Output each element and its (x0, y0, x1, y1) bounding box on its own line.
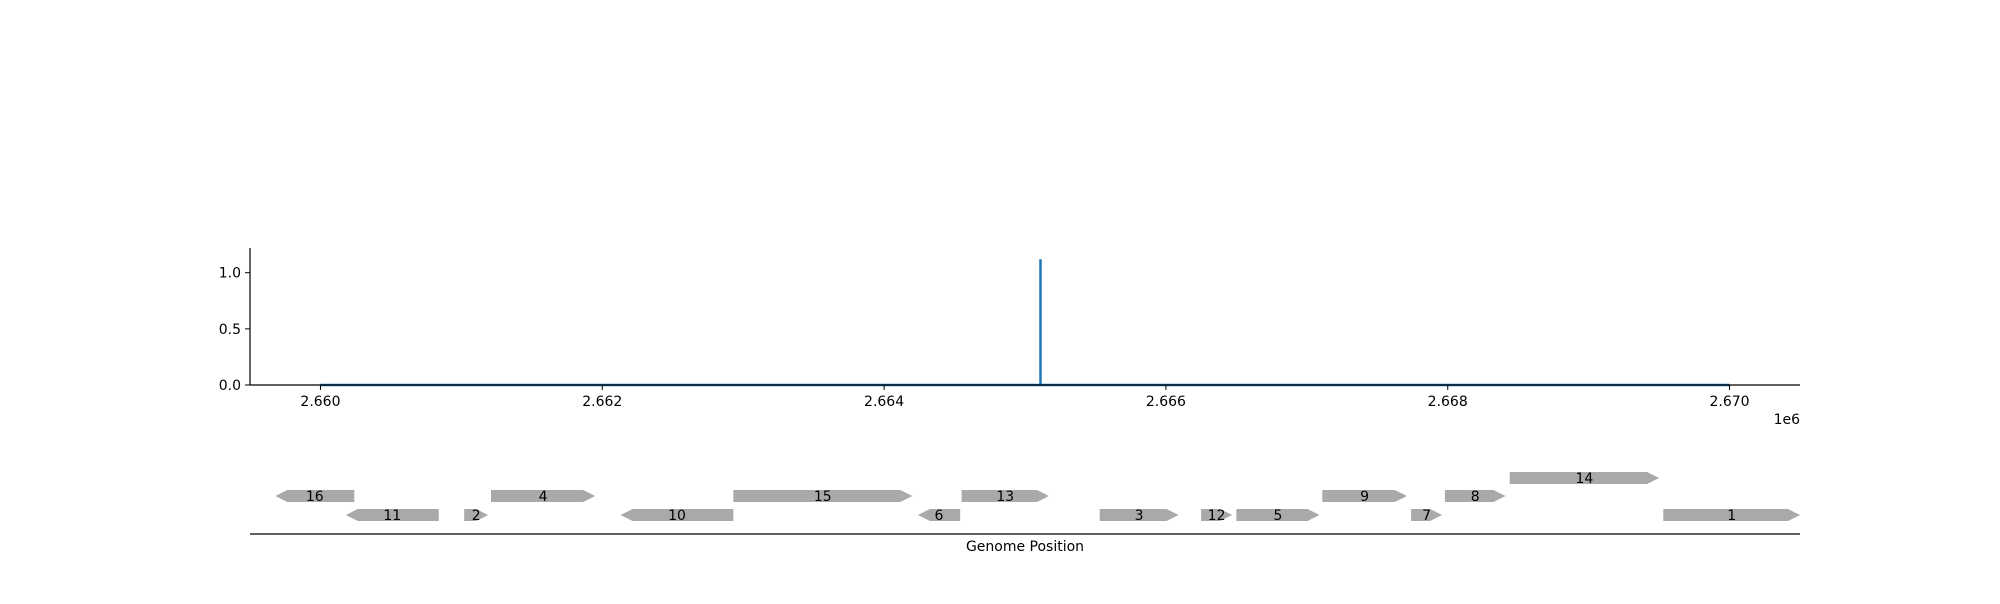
gene-label: 10 (668, 508, 686, 524)
gene-label: 14 (1575, 471, 1593, 487)
gene-arrow (1099, 509, 1179, 521)
gene-label: 5 (1273, 508, 1282, 524)
gene-label: 8 (1471, 489, 1480, 505)
gene-label: 6 (935, 508, 944, 524)
x-tick-label: 2.666 (1146, 394, 1186, 410)
x-axis-label: Genome Position (966, 539, 1084, 555)
gene-label: 12 (1208, 508, 1226, 524)
gene-label: 2 (472, 508, 481, 524)
gene-arrow (1509, 472, 1660, 484)
gene-arrow (733, 490, 913, 502)
gene-label: 7 (1422, 508, 1431, 524)
gene-arrow (275, 490, 355, 502)
gene-arrow (620, 509, 734, 521)
gene-label: 16 (306, 489, 324, 505)
gene-arrow (464, 509, 489, 521)
gene-arrow (961, 490, 1049, 502)
gene-label: 1 (1727, 508, 1736, 524)
coverage-plot: 2.660 2.662 2.664 2.666 2.668 2.670 0.0 0.5 1.0 1… (219, 248, 1800, 428)
gene-label: 15 (814, 489, 832, 505)
x-tick-label: 2.662 (582, 394, 622, 410)
gene-label: 3 (1135, 508, 1144, 524)
x-tick-label: 2.660 (300, 394, 340, 410)
gene-arrow (1236, 509, 1320, 521)
gene-label: 11 (383, 508, 401, 524)
gene-arrow (1322, 490, 1407, 502)
gene-label: 4 (539, 489, 548, 505)
gene-arrow (917, 509, 961, 521)
x-tick-label: 2.664 (864, 394, 904, 410)
x-tick-label: 2.670 (1709, 394, 1749, 410)
gene-label: 13 (996, 489, 1014, 505)
gene-arrow (345, 509, 439, 521)
x-offset-label: 1e6 (1774, 412, 1801, 428)
gene-arrow (491, 490, 596, 502)
gene-track: 16 11 2 4 10 15 6 13 3 12 5 9 7 8 14 1 Genome Position (250, 471, 1800, 555)
gene-arrow (1411, 509, 1443, 521)
y-tick-label: 0.5 (219, 322, 241, 338)
gene-arrow (1444, 490, 1506, 502)
y-tick-label: 0.0 (219, 378, 241, 394)
y-tick-label: 1.0 (219, 266, 241, 282)
gene-arrow (1201, 509, 1233, 521)
coverage-series-line (320, 259, 1730, 387)
gene-label: 9 (1360, 489, 1369, 505)
x-tick-label: 2.668 (1428, 394, 1468, 410)
gene-arrow (1663, 509, 1800, 521)
